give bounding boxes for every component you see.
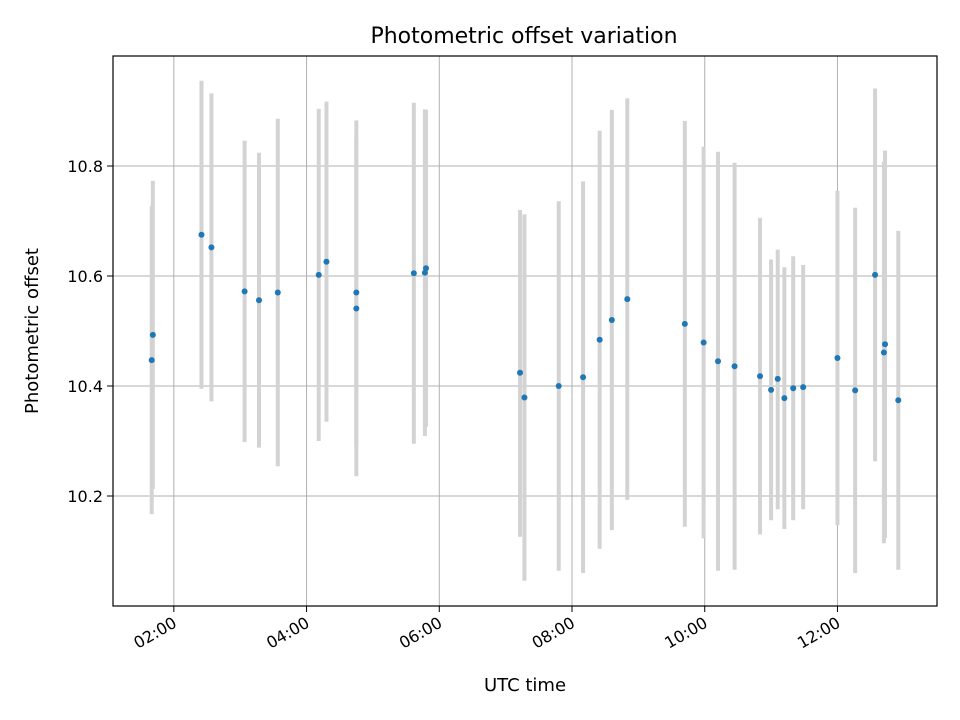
y-tick-label: 10.6	[67, 267, 103, 286]
data-point	[624, 296, 631, 303]
data-point	[834, 354, 841, 361]
data-point	[790, 385, 797, 392]
data-point	[731, 363, 738, 370]
data-point	[768, 386, 775, 393]
data-points	[148, 231, 902, 404]
data-point	[255, 297, 262, 304]
data-point	[198, 231, 205, 238]
data-point	[274, 289, 281, 296]
data-point	[521, 394, 528, 401]
data-point	[895, 397, 902, 404]
data-point	[880, 349, 887, 356]
data-point	[852, 387, 859, 394]
y-axis-ticks: 10.2 10.4 10.6 10.8	[67, 157, 113, 506]
data-point	[208, 244, 215, 251]
data-point	[555, 383, 562, 389]
data-point	[608, 317, 615, 323]
data-point	[580, 374, 587, 381]
data-point	[757, 373, 764, 380]
data-point	[715, 358, 722, 365]
data-point	[872, 271, 879, 278]
x-axis-label: UTC time	[484, 675, 566, 696]
y-tick-label: 10.4	[67, 377, 103, 396]
chart-title: Photometric offset variation	[370, 24, 677, 49]
data-point	[315, 271, 322, 278]
data-point	[241, 288, 248, 295]
data-point	[423, 265, 430, 272]
data-point	[681, 320, 688, 327]
y-axis-label: Photometric offset	[22, 248, 43, 414]
data-point	[353, 289, 360, 296]
y-tick-label: 10.2	[67, 487, 103, 506]
data-point	[353, 305, 360, 312]
data-point	[149, 331, 156, 338]
data-point	[800, 384, 807, 391]
data-point	[410, 270, 417, 277]
data-point	[774, 375, 781, 382]
data-point	[882, 341, 889, 348]
data-point	[596, 336, 603, 343]
plot-frame	[112, 55, 938, 607]
data-point	[148, 357, 155, 364]
data-point	[781, 395, 788, 402]
data-point	[517, 369, 524, 376]
y-tick-label: 10.8	[67, 157, 103, 176]
data-point	[700, 339, 707, 346]
data-point	[323, 258, 330, 265]
